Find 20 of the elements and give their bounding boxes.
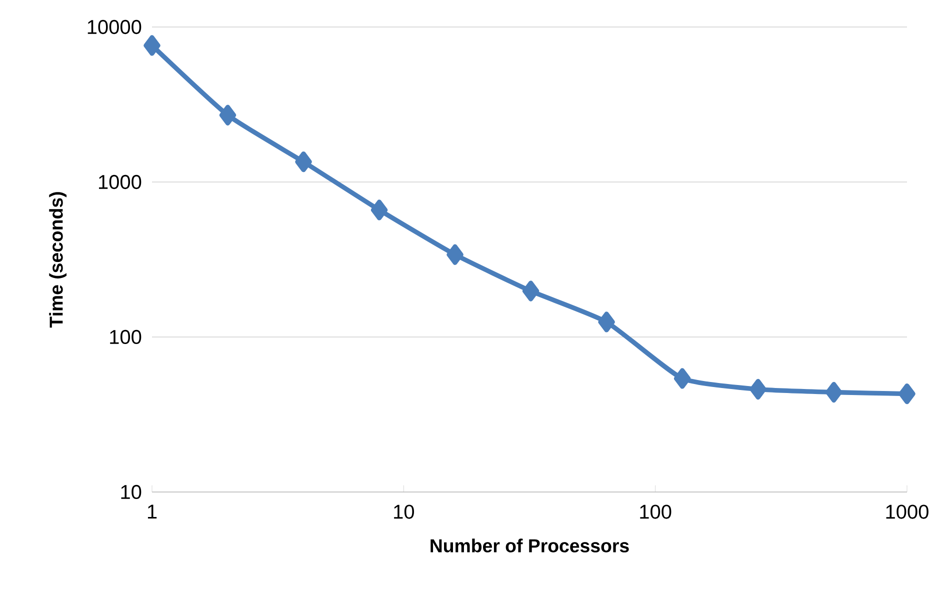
y-tick-label: 100 [110,330,142,344]
x-tick-label: 1000 [886,504,928,519]
point [446,244,464,265]
point [750,378,766,400]
y-tick-label: 10 [121,484,142,500]
x-tick-label: 100 [640,504,672,519]
y-tick-label: 1000 [98,174,142,190]
point [370,200,388,220]
y-tick-label: 10000 [88,20,142,34]
point [598,312,615,332]
x-tick-label: 1 [148,504,157,518]
point [144,35,160,56]
y-axis-title: Time (seconds) [49,192,67,328]
point [295,151,312,172]
point [674,368,691,389]
point [825,382,842,403]
x-tick-label: 10 [394,504,414,519]
point [219,104,236,126]
x-axis-title: Number of Processors [430,538,629,552]
point [522,280,540,302]
